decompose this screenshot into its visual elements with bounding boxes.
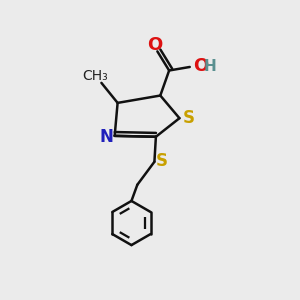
Text: H: H <box>204 59 217 74</box>
Text: S: S <box>156 152 168 170</box>
Text: O: O <box>193 57 208 75</box>
Text: O: O <box>147 37 163 55</box>
Text: S: S <box>183 109 195 127</box>
Text: CH₃: CH₃ <box>83 69 108 83</box>
Text: N: N <box>100 128 113 146</box>
